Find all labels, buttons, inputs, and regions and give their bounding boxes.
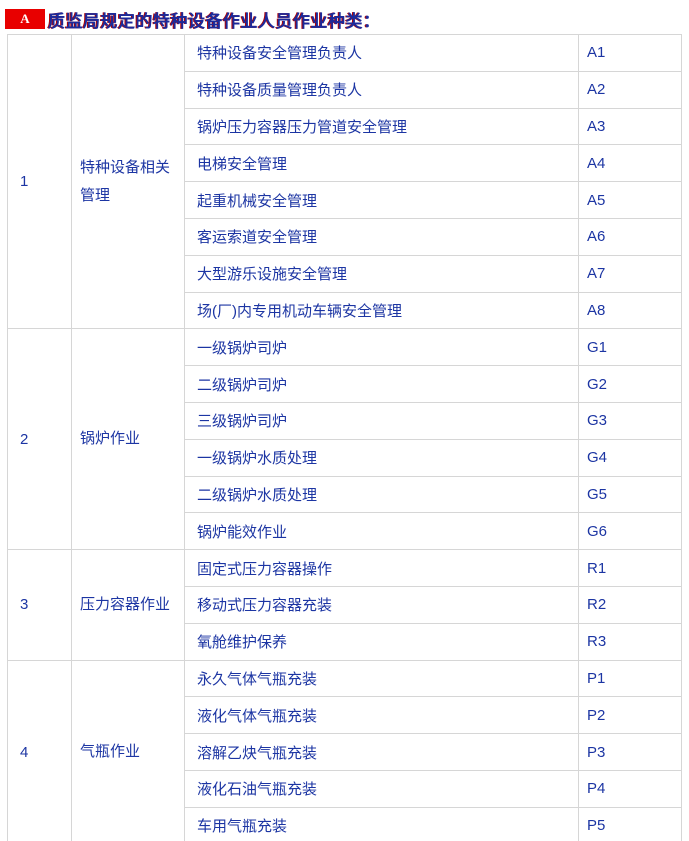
table-row: 大型游乐设施安全管理 A7 [8, 254, 682, 293]
job-name-cell: 锅炉压力容器压力管道安全管理 [184, 107, 579, 146]
job-code-cell: P5 [578, 806, 682, 841]
table-row: 1 特种设备相关管理 特种设备安全管理负责人 A1 [7, 33, 682, 330]
job-name-cell: 固定式压力容器操作 [184, 549, 579, 587]
job-name-cell: 一级锅炉司炉 [184, 328, 579, 367]
job-code-cell: R2 [578, 585, 682, 624]
job-code-cell: G3 [578, 401, 682, 440]
job-code-cell: A7 [578, 254, 682, 293]
job-code-cell: G5 [578, 475, 682, 514]
job-name-cell: 场(厂)内专用机动车辆安全管理 [184, 291, 579, 330]
job-code-cell: G2 [578, 365, 682, 403]
section-number-cell: 1 [7, 33, 72, 330]
table-row: 二级锅炉水质处理 G5 [8, 475, 682, 514]
section-number-cell: 4 [7, 659, 72, 841]
table-row: 4 气瓶作业 永久气体气瓶充装 P1 [7, 659, 682, 841]
job-name-cell: 液化石油气瓶充装 [184, 769, 579, 808]
job-code-cell: G4 [578, 438, 682, 477]
job-code-cell: A2 [578, 70, 682, 109]
table-row: 车用气瓶充装 P5 [8, 806, 682, 841]
job-name-cell: 一级锅炉水质处理 [184, 438, 579, 477]
job-name-cell: 大型游乐设施安全管理 [184, 254, 579, 293]
table-row: 移动式压力容器充装 R2 [8, 585, 682, 624]
table-row: 一级锅炉水质处理 G4 [8, 438, 682, 477]
job-code-cell: G6 [578, 512, 682, 551]
job-name-cell: 特种设备安全管理负责人 [184, 34, 579, 72]
job-name-cell: 移动式压力容器充装 [184, 585, 579, 624]
job-name-cell: 永久气体气瓶充装 [184, 659, 579, 698]
job-code-cell: A5 [578, 181, 682, 219]
table-row: 锅炉能效作业 G6 [8, 512, 682, 551]
job-code-cell: G1 [578, 328, 682, 367]
job-code-cell: R1 [578, 549, 682, 587]
job-name-cell: 电梯安全管理 [184, 144, 579, 183]
job-name-cell: 车用气瓶充装 [184, 806, 579, 841]
table-row: 2 锅炉作业 一级锅炉司炉 G1 [7, 328, 682, 551]
job-name-cell: 二级锅炉司炉 [184, 365, 579, 403]
job-code-cell: P1 [578, 659, 682, 698]
table-row: 场(厂)内专用机动车辆安全管理 A8 [8, 291, 682, 330]
job-code-cell: P4 [578, 769, 682, 808]
section-category-cell: 特种设备相关管理 [71, 33, 185, 330]
job-code-cell: A8 [578, 291, 682, 330]
section-number-cell: 2 [7, 328, 72, 551]
section-badge: A [5, 9, 45, 29]
table-row: 二级锅炉司炉 G2 [8, 365, 682, 403]
job-categories-table: 1 特种设备相关管理 特种设备安全管理负责人 A1 特种设备质量管理负责人 A2 锅炉压力容… [7, 33, 682, 841]
job-name-cell: 客运索道安全管理 [184, 217, 579, 256]
section-number-cell: 3 [7, 549, 72, 661]
job-code-cell: R3 [578, 622, 682, 661]
job-categories-table-body: 1 特种设备相关管理 特种设备安全管理负责人 A1 特种设备质量管理负责人 A2 锅炉压力容… [7, 33, 682, 841]
section-category-cell: 气瓶作业 [71, 659, 185, 841]
section-category-cell: 锅炉作业 [71, 328, 185, 551]
table-row: 氧舱维护保养 R3 [8, 622, 682, 661]
table-row: 锅炉压力容器压力管道安全管理 A3 [8, 107, 682, 146]
job-code-cell: A1 [578, 34, 682, 72]
job-name-cell: 三级锅炉司炉 [184, 401, 579, 440]
page-header: A 质监局规定的特种设备作业人员作业种类： [0, 0, 689, 31]
table-row: 三级锅炉司炉 G3 [8, 401, 682, 440]
job-code-cell: A4 [578, 144, 682, 183]
page-title: 质监局规定的特种设备作业人员作业种类： [48, 11, 381, 31]
job-name-cell: 特种设备质量管理负责人 [184, 70, 579, 109]
table-row: 特种设备质量管理负责人 A2 [8, 70, 682, 109]
table-row: 溶解乙炔气瓶充装 P3 [8, 733, 682, 771]
table-row: 电梯安全管理 A4 [8, 144, 682, 183]
job-code-cell: A3 [578, 107, 682, 146]
section-category-cell: 压力容器作业 [71, 549, 185, 661]
job-name-cell: 锅炉能效作业 [184, 512, 579, 551]
job-name-cell: 溶解乙炔气瓶充装 [184, 733, 579, 771]
table-row: 液化气体气瓶充装 P2 [8, 696, 682, 735]
table-row: 客运索道安全管理 A6 [8, 217, 682, 256]
job-code-cell: A6 [578, 217, 682, 256]
job-name-cell: 氧舱维护保养 [184, 622, 579, 661]
job-code-cell: P2 [578, 696, 682, 735]
table-row: 起重机械安全管理 A5 [8, 181, 682, 219]
section-badge-letter: A [20, 11, 30, 26]
job-name-cell: 二级锅炉水质处理 [184, 475, 579, 514]
job-name-cell: 起重机械安全管理 [184, 181, 579, 219]
table-row: 3 压力容器作业 固定式压力容器操作 R1 [7, 549, 682, 661]
table-row: 液化石油气瓶充装 P4 [8, 769, 682, 808]
job-name-cell: 液化气体气瓶充装 [184, 696, 579, 735]
job-code-cell: P3 [578, 733, 682, 771]
